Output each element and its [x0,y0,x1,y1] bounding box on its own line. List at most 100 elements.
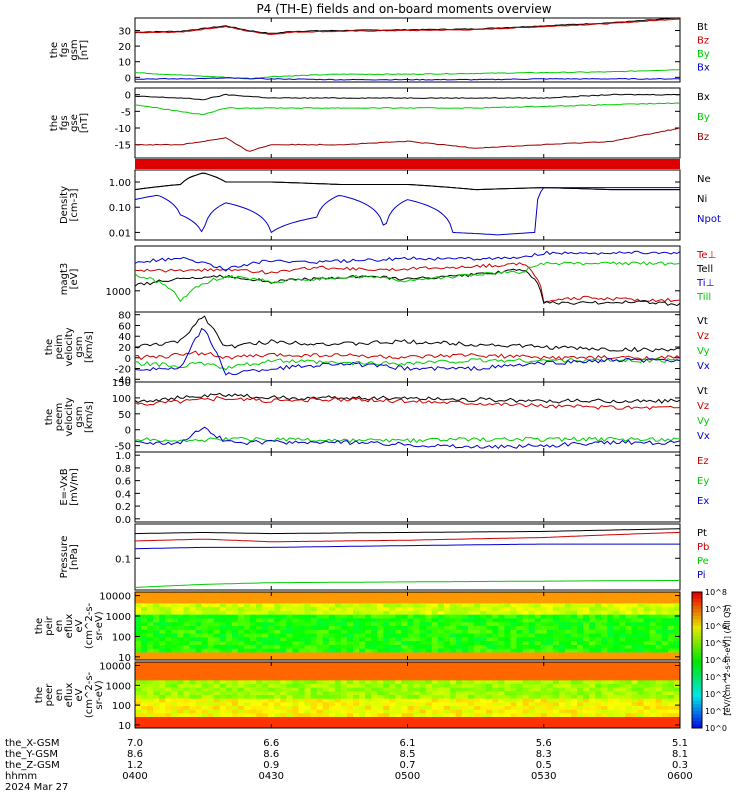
spectrogram-cell [510,641,517,646]
spectrogram-cell [334,720,342,725]
spectrogram-cell [171,687,178,692]
y-axis-label: eV [74,619,85,632]
spectrogram-cell [237,662,245,667]
y-axis-label: peir [44,615,55,635]
spectrogram-cell [558,665,566,670]
spectrogram-cell [474,644,481,650]
spectrogram-cell [383,652,390,657]
spectrogram-cell [141,618,148,623]
spectrogram-cell [552,607,560,612]
spectrogram-cell [655,622,663,627]
spectrogram-cell [528,629,536,635]
spectrogram-cell [595,720,602,725]
spectrogram-cell [371,599,378,604]
spectrogram-cell [534,684,542,689]
spectrogram-cell [250,687,257,692]
spectrogram-cell [207,720,215,725]
spectrogram-cell [571,695,578,700]
spectrogram-cell [213,720,221,725]
spectrogram-cell [480,676,487,681]
spectrogram-cell [564,607,572,612]
spectrogram-cell [340,599,348,604]
spectrogram-cell [667,618,675,623]
spectrogram-cell [474,665,481,670]
spectrogram-cell [528,622,536,627]
spectrogram-cell [419,691,427,696]
y-tick-label: -20 [115,365,131,376]
spectrogram-cell [419,662,427,667]
y-axis-label: gsm [74,406,85,427]
spectrogram-cell [589,695,596,700]
spectrogram-cell [655,665,663,670]
spectrogram-cell [195,665,203,670]
spectrogram-cell [583,687,590,692]
y-tick-label: -50 [115,442,131,453]
spectrogram-cell [244,724,251,729]
colorbar-segment [692,626,702,630]
spectrogram-cell [571,629,578,635]
spectrogram-cell [256,622,263,627]
spectrogram-cell [583,599,590,604]
spectrogram-cell [286,592,293,597]
spectrogram-cell [237,648,245,653]
spectrogram-cell [449,607,457,612]
spectrogram-cell [504,724,511,729]
spectrogram-cell [334,713,342,718]
spectrogram-cell [407,637,415,642]
spectrogram-cell [498,684,505,689]
spectrogram-cell [231,665,239,670]
spectrogram-cell [552,665,560,670]
spectrogram-cell [225,698,233,703]
spectrogram-cell [462,626,469,631]
spectrogram-cell [334,595,342,601]
spectrogram-cell [322,607,330,612]
spectrogram-cell [250,622,257,627]
spectrogram-cell [316,629,324,635]
colorbar: 10^810^710^610^510^410^310^210^110^0[eV/… [691,588,732,733]
spectrogram-cell [274,599,281,604]
spectrogram-cell [522,676,530,681]
spectrogram-cell [534,676,542,681]
spectrogram-cell [546,622,554,627]
spectrogram-cell [571,680,578,685]
spectrogram-cell [552,706,560,711]
spectrogram-cell [601,637,608,642]
spectrogram-cell [316,680,324,685]
spectrogram-cell [540,695,548,700]
spectrogram-cell [225,592,233,597]
spectrogram-cell [310,618,318,623]
spectrogram-cell [631,595,639,601]
spectrogram-cell [577,687,584,692]
spectrogram-cell [589,626,596,631]
spectrogram-cell [292,680,299,685]
spectrogram-cell [595,724,602,729]
spectrogram-cell [419,673,427,678]
series-line-Npot [134,187,680,236]
spectrogram-cell [171,669,178,674]
spectrogram-cell [431,665,439,670]
spectrogram-cell [631,644,639,650]
spectrogram-cell [359,702,366,707]
spectrogram-cell [135,633,142,638]
y-tick-label: 10000 [99,661,131,672]
legend-Bx: Bx [697,92,710,103]
spectrogram-cell [407,622,415,627]
spectrogram-cell [256,644,263,650]
spectrogram-cell [564,720,572,725]
spectrogram-cell [280,592,287,597]
spectrogram-cell [522,673,530,678]
spectrogram-cell [522,695,530,700]
spectrogram-cell [262,629,269,635]
spectrogram-cell [455,652,463,657]
spectrogram-cell [201,610,209,616]
y-tick-label: 60 [118,321,131,332]
colorbar-label: [eV/(cm^2-s-sr-eV)] (All Qs) [723,604,732,715]
y-axis-label: the [44,339,55,355]
spectrogram-cell [365,614,372,619]
spectrogram-cell [135,652,142,657]
spectrogram-cell [492,676,499,681]
spectrogram-cell [649,673,657,678]
spectrogram-cell [340,637,348,642]
spectrogram-cell [159,702,166,707]
